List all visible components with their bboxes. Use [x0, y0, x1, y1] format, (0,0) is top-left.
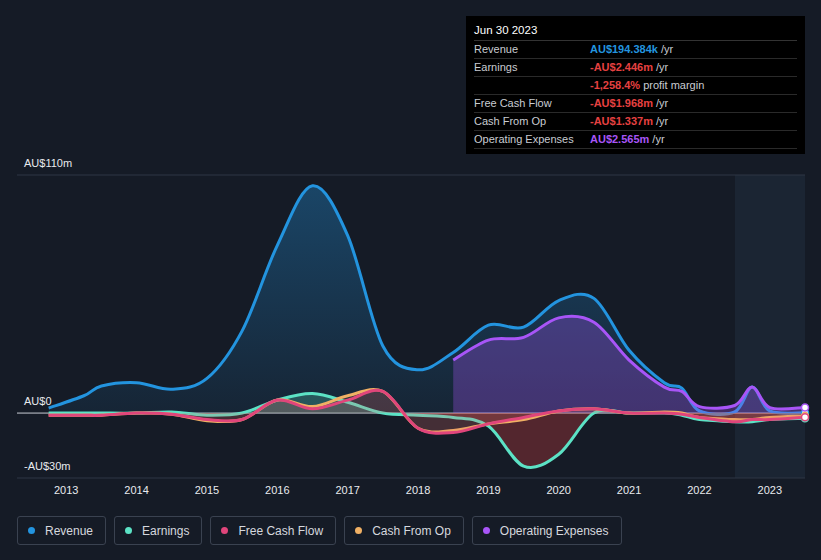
x-tick-label: 2016 — [265, 484, 289, 496]
legend-item: Free Cash Flow — [210, 516, 336, 545]
tooltip-row: Free Cash Flow-AU$1.968m/yr — [474, 95, 797, 113]
tooltip: Jun 30 2023RevenueAU$194.384k/yrEarnings… — [466, 16, 805, 154]
legend-dot — [483, 527, 490, 534]
x-tick-label: 2021 — [617, 484, 641, 496]
x-tick-label: 2019 — [476, 484, 500, 496]
revenue-area — [49, 186, 805, 415]
tooltip-value: -AU$1.337m — [590, 113, 653, 130]
legend: Revenue Earnings Free Cash Flow Cash From O… — [17, 516, 622, 545]
legend-dot — [125, 527, 132, 534]
legend-item: Earnings — [114, 516, 202, 545]
tooltip-value: AU$2.565m — [590, 131, 649, 148]
tooltip-value: -AU$2.446m — [590, 59, 653, 76]
series-line — [49, 390, 805, 433]
x-tick-label: 2022 — [687, 484, 711, 496]
tooltip-label — [474, 77, 590, 94]
x-tick-label: 2014 — [124, 484, 148, 496]
legend-label: Revenue — [45, 524, 93, 538]
tooltip-row: Operating ExpensesAU$2.565m/yr — [474, 131, 797, 149]
legend-label: Operating Expenses — [500, 524, 609, 538]
tooltip-label: Operating Expenses — [474, 131, 590, 148]
tooltip-date: Jun 30 2023 — [474, 23, 797, 41]
tooltip-unit: /yr — [656, 113, 668, 130]
series-area — [49, 390, 805, 433]
tooltip-row: Cash From Op-AU$1.337m/yr — [474, 113, 797, 131]
y-tick-label: -AU$30m — [24, 460, 70, 472]
tooltip-unit: /yr — [661, 41, 673, 58]
tooltip-value: -AU$1.968m — [590, 95, 653, 112]
x-tick-label: 2023 — [758, 484, 782, 496]
legend-item: Cash From Op — [344, 516, 464, 545]
tooltip-label: Revenue — [474, 41, 590, 58]
legend-label: Free Cash Flow — [238, 524, 323, 538]
tooltip-row: -1,258.4%profit margin — [474, 77, 797, 95]
tooltip-row: Earnings-AU$2.446m/yr — [474, 59, 797, 77]
series-line — [453, 316, 805, 409]
tooltip-row: RevenueAU$194.384k/yr — [474, 41, 797, 59]
tooltip-value: -1,258.4% — [590, 77, 640, 94]
tooltip-label: Cash From Op — [474, 113, 590, 130]
y-tick-label: AU$110m — [24, 157, 72, 169]
tooltip-unit: /yr — [656, 59, 668, 76]
grid-line — [17, 175, 805, 176]
legend-label: Earnings — [142, 524, 189, 538]
x-tick-label: 2015 — [195, 484, 219, 496]
legend-item: Revenue — [17, 516, 106, 545]
end-dot — [802, 414, 809, 421]
x-tick-label: 2017 — [335, 484, 359, 496]
tooltip-unit: /yr — [652, 131, 664, 148]
plot-marks — [49, 186, 805, 468]
tooltip-unit: profit margin — [643, 77, 704, 94]
legend-dot — [355, 527, 362, 534]
tooltip-value: AU$194.384k — [590, 41, 658, 58]
x-tick-label: 2018 — [406, 484, 430, 496]
tooltip-label: Earnings — [474, 59, 590, 76]
legend-dot — [28, 527, 35, 534]
legend-label: Cash From Op — [372, 524, 451, 538]
end-dot — [802, 404, 809, 411]
y-tick-label: AU$0 — [24, 395, 52, 407]
grid-line — [17, 478, 805, 479]
x-tick-label: 2013 — [54, 484, 78, 496]
x-tick-label: 2020 — [547, 484, 571, 496]
tooltip-label: Free Cash Flow — [474, 95, 590, 112]
legend-dot — [221, 527, 228, 534]
series-line — [49, 186, 805, 415]
tooltip-unit: /yr — [656, 95, 668, 112]
earnings-area-positive — [49, 394, 805, 414]
recent-band — [735, 175, 805, 478]
opex-area — [453, 316, 805, 413]
legend-item: Operating Expenses — [472, 516, 622, 545]
